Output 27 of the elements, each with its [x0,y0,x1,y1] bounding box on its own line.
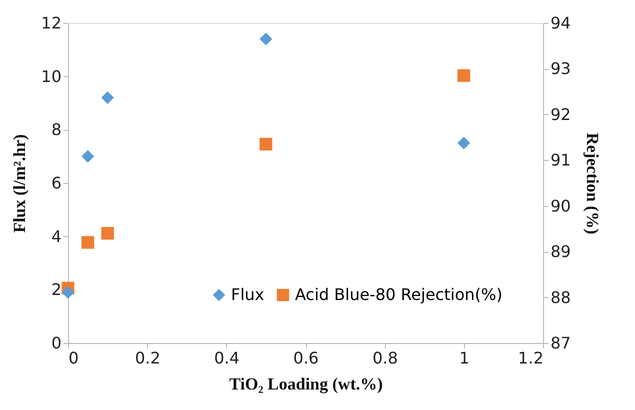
y-tick-label: 2 [51,280,62,300]
y-tick-label: 0 [51,334,62,352]
x-tick-label: 0.2 [134,348,160,368]
y-tick-label: 6 [51,174,62,192]
y-tick-label: 8 [51,120,62,140]
y2-tick-label: 91 [550,150,571,170]
x-tick-label: 0.8 [372,348,398,368]
x-tick-label: 1 [459,348,470,368]
y2-axis-title: Rejection (%) [582,132,602,234]
x-tick-label: 0.6 [293,348,319,368]
y2-tick-label: 88 [550,288,571,307]
y2-tick-label: 94 [550,14,571,32]
x-tick-label: 1.2 [518,348,544,368]
y-tick-label: 4 [51,226,62,246]
y2-tick-label: 90 [550,196,571,216]
y-tick-label: 12 [41,14,62,32]
y2-tick-label: 87 [550,334,571,352]
x-tick-label: 0 [68,348,79,368]
legend-label: Acid Blue-80 Rejection(%) [295,285,502,304]
legend-label: Flux [231,285,264,304]
y2-tick-label: 89 [550,242,571,262]
x-axis-title: TiO₂ Loading (wt.%) [229,374,383,394]
x-tick-label: 0.4 [214,348,240,368]
y2-tick-label: 92 [550,104,571,124]
y-axis-title: Flux (l/m².hr) [10,134,30,233]
y-tick-label: 10 [41,66,62,86]
y2-tick-label: 93 [550,59,571,78]
